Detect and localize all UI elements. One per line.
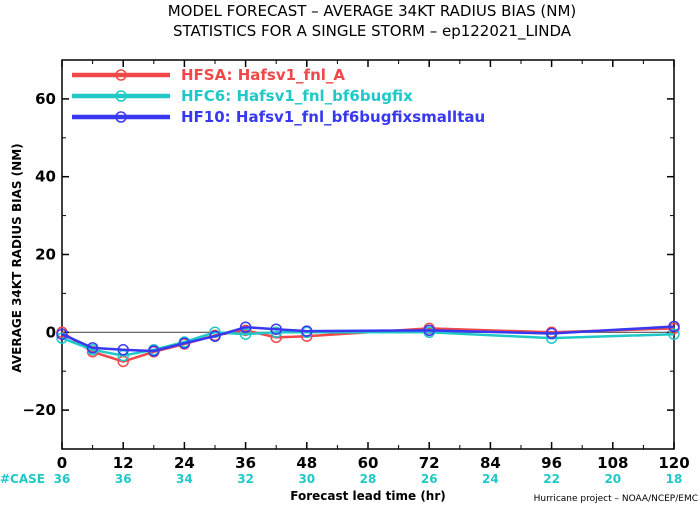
data-point-3 [423,324,435,337]
case-count: 36 [54,472,71,486]
case-label: #CASE [0,472,45,486]
data-point-2 [239,328,252,340]
case-count: 18 [666,472,683,486]
data-point-3 [117,344,129,356]
data-point-3 [270,323,282,335]
y-tick-label: 40 [35,168,56,186]
data-point-3 [178,337,191,349]
chart-title-line2: STATISTICS FOR A SINGLE STORM – ep122021… [173,22,572,41]
x-tick-label: 96 [541,454,562,472]
legend-marker-2 [115,90,127,102]
x-tick-label: 84 [480,454,501,472]
data-point-3 [239,321,252,333]
chart-title-line1: MODEL FORECAST – AVERAGE 34KT RADIUS BIA… [168,2,577,20]
data-point-3 [148,345,160,357]
x-tick-label: 12 [113,454,134,472]
x-tick-label: 24 [174,454,195,472]
x-tick-label: 48 [296,454,317,472]
data-point-3 [301,325,313,337]
legend-marker-1 [115,69,127,81]
legend-label-1: HFSA: Hafsv1_fnl_A [181,66,345,84]
data-point-3 [668,320,680,333]
case-count: 26 [421,472,438,486]
y-tick-label: 0 [46,323,56,341]
case-count: 28 [360,472,377,486]
plot-frame [61,59,675,450]
data-point-2 [668,328,680,340]
x-tick-label: 120 [658,454,689,472]
case-count: 36 [115,472,132,486]
legend-label-3: HF10: Hafsv1_fnl_bf6bugfixsmalltau [181,108,485,126]
x-axis: 0 12 24 36 48 60 72 84 96 108 120 [57,60,690,472]
y-axis-label: AVERAGE 34KT RADIUS BIAS (NM) [10,143,24,372]
legend-marker-3 [115,111,127,123]
case-count: 24 [482,472,499,486]
data-point-3 [56,328,68,340]
data-point-2 [270,326,282,339]
case-count: 20 [604,472,621,486]
x-tick-label: 108 [597,454,628,472]
data-point-2 [56,332,68,344]
series-group [56,320,680,368]
case-count: 22 [543,472,560,486]
x-tick-label: 0 [57,454,67,472]
case-count: 34 [176,472,193,486]
x-tick-label: 72 [419,454,440,472]
y-tick-label: 60 [35,90,56,108]
credit-text: Hurricane project – NOAA/NCEP/EMC [534,494,698,504]
y-axis: −20 0 20 40 60 [23,59,674,450]
case-count: 30 [298,472,315,486]
x-tick-label: 60 [358,454,379,472]
data-point-3 [545,327,558,340]
case-count: 32 [237,472,254,486]
x-tick-label: 36 [235,454,256,472]
legend: HFSA: Hafsv1_fnl_A HFC6: Hafsv1_fnl_bf6bu… [72,66,485,126]
x-axis-label: Forecast lead time (hr) [290,489,446,503]
data-point-3 [209,330,221,342]
legend-label-2: HFC6: Hafsv1_fnl_bf6bugfix [181,87,413,105]
y-tick-label: −20 [23,401,56,419]
data-point-3 [86,342,99,354]
case-counts: 36 36 34 32 30 28 26 24 22 20 18 [54,472,683,486]
y-tick-label: 20 [35,246,56,264]
